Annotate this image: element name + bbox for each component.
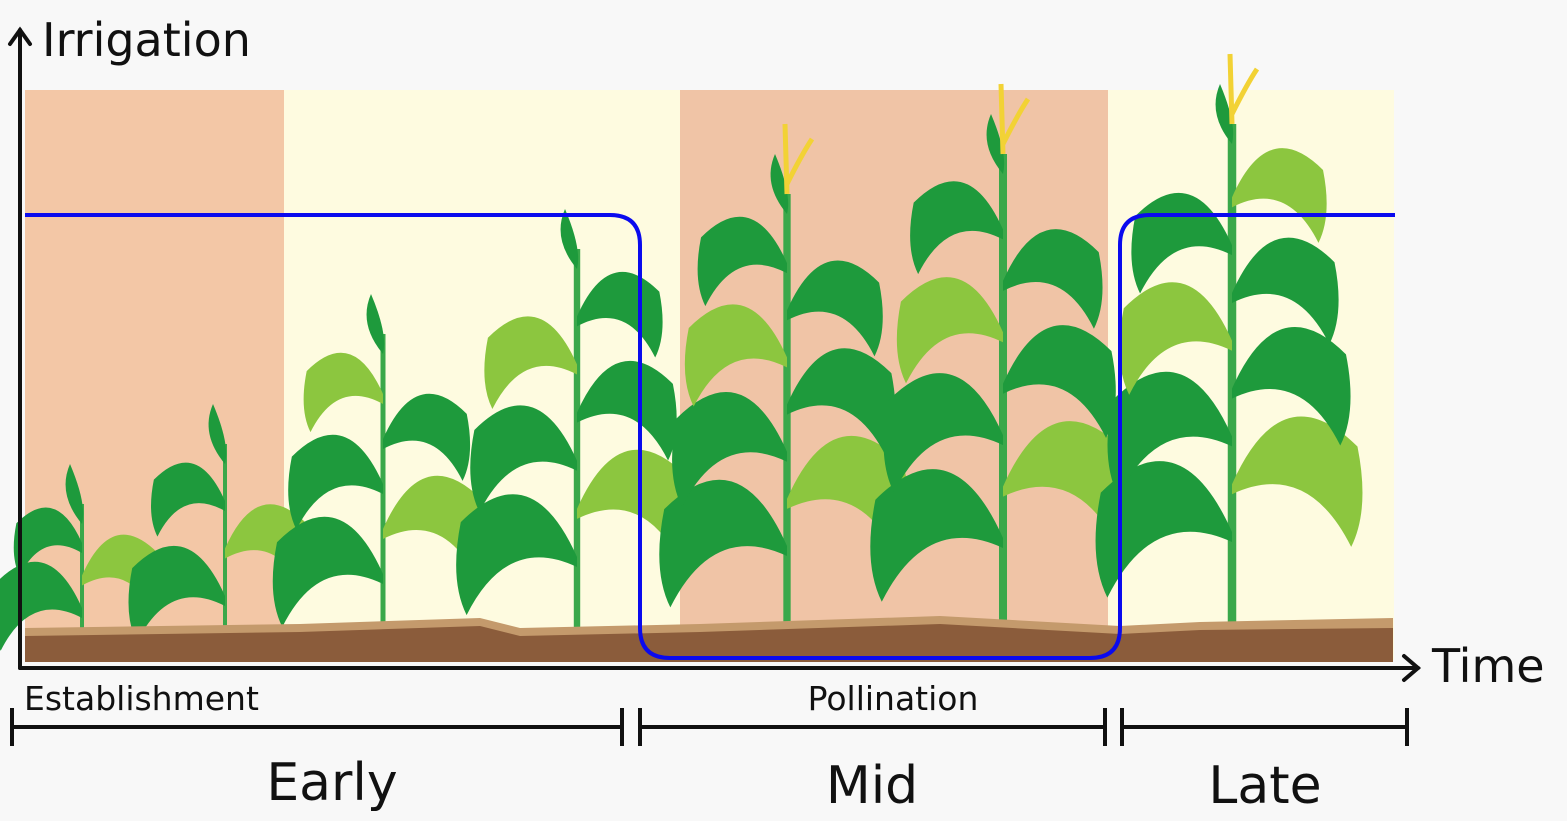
leaf <box>13 507 82 576</box>
leaf <box>577 449 691 564</box>
leaf <box>560 209 579 269</box>
x-axis-label: Time <box>1431 639 1545 693</box>
tassel <box>998 83 1031 155</box>
leaf <box>366 294 385 354</box>
leaf <box>225 504 311 590</box>
leaf <box>577 360 677 461</box>
soil <box>25 624 1393 662</box>
leaf <box>456 494 577 616</box>
leaf <box>151 462 225 537</box>
leaf <box>484 316 577 410</box>
leaf <box>383 475 486 579</box>
leaf <box>383 393 471 481</box>
leaf <box>910 181 1003 275</box>
y-axis-label: Irrigation <box>42 13 251 67</box>
leaf <box>1232 148 1327 243</box>
phase-label: Late <box>1208 756 1321 816</box>
leaf <box>787 435 909 558</box>
leaf <box>288 434 383 530</box>
leaf <box>787 348 896 457</box>
leaf <box>1107 371 1232 497</box>
leaf <box>659 479 787 608</box>
axes <box>8 26 1422 682</box>
leaf <box>303 352 383 433</box>
leaf <box>470 405 577 513</box>
leaf <box>65 464 84 524</box>
leaf <box>870 469 1003 602</box>
tassel <box>782 123 815 195</box>
leaf <box>1215 84 1234 144</box>
leaf <box>1119 282 1232 395</box>
leaf <box>697 216 787 307</box>
x-arrow <box>1402 654 1422 682</box>
phase-label: Mid <box>826 756 918 816</box>
leaf <box>1232 416 1363 547</box>
leaf <box>1131 192 1232 294</box>
leaf <box>1003 229 1103 329</box>
stage-label: Pollination <box>808 679 979 718</box>
stage-label: Establishment <box>24 679 259 718</box>
leaf <box>672 392 787 507</box>
leaf <box>883 373 1003 493</box>
leaf <box>986 114 1005 174</box>
phase-label: Early <box>266 753 397 813</box>
leaf <box>272 516 383 627</box>
timeline <box>10 708 1409 746</box>
irrigation-line <box>25 213 1395 660</box>
leaf <box>1232 327 1351 446</box>
leaf <box>684 304 787 407</box>
leaf <box>1003 325 1116 438</box>
leaf <box>896 277 1003 384</box>
leaf <box>82 534 161 614</box>
y-arrow <box>8 26 32 46</box>
leaf <box>1095 461 1232 598</box>
tassel <box>1227 53 1260 125</box>
leaf <box>128 545 225 643</box>
leaf <box>208 404 227 464</box>
leaf <box>1232 237 1339 345</box>
leaf <box>787 260 883 357</box>
leaf <box>1003 421 1130 548</box>
leaf <box>770 154 789 214</box>
